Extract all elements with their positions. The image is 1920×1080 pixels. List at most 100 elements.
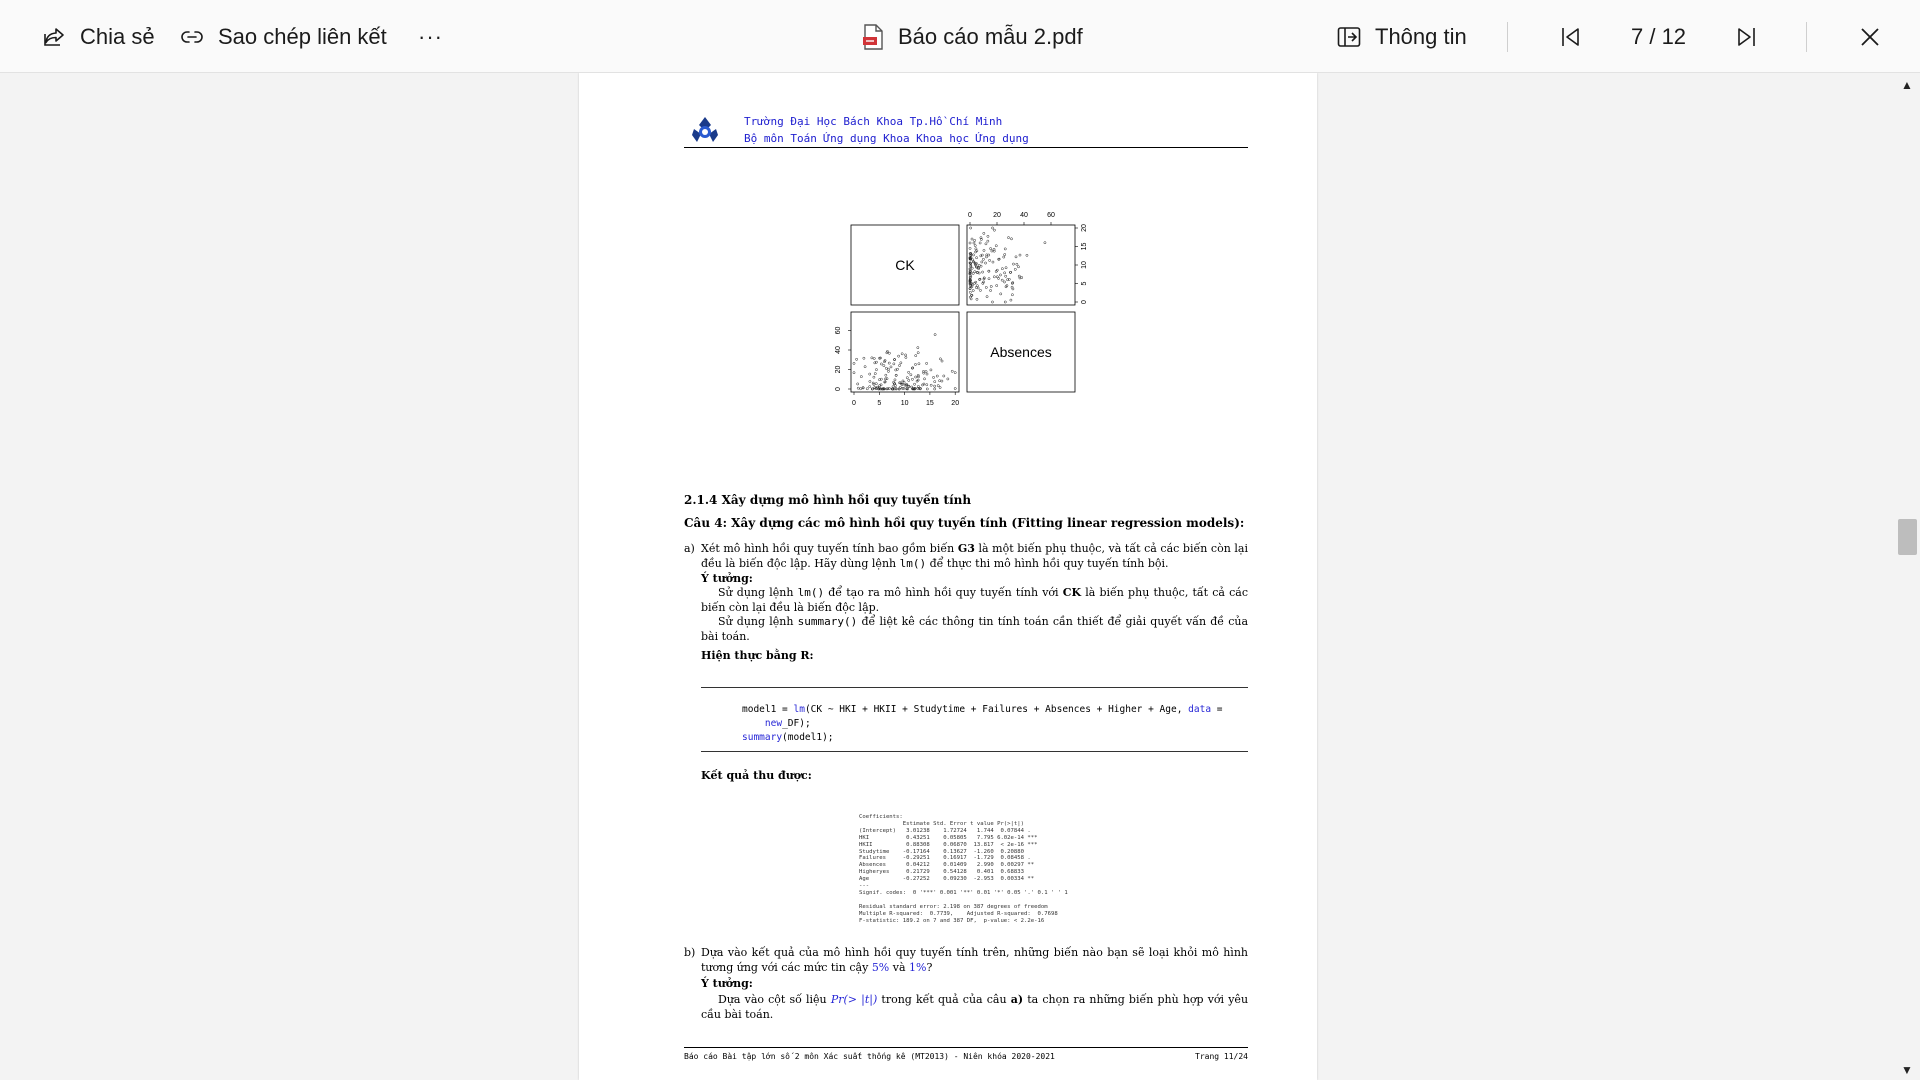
- info-label: Thông tin: [1375, 23, 1467, 49]
- scatter-point: [982, 280, 985, 284]
- file-title: Báo cáo mẫu 2.pdf: [862, 0, 1083, 73]
- scatter-point: [859, 387, 862, 391]
- scatter-point: [1007, 236, 1010, 239]
- axis-tick-label: 40: [835, 346, 842, 354]
- scatter-point: [900, 352, 904, 356]
- scatter-point: [968, 267, 972, 271]
- document-viewer[interactable]: Trường Đại Học Bách Khoa Tp.Hồ Chí Minh …: [0, 73, 1920, 1080]
- axis-tick-label: 0: [968, 212, 972, 219]
- scatter-point: [894, 373, 898, 377]
- scatter-point: [968, 279, 972, 283]
- scatter-point: [852, 362, 856, 365]
- scroll-up-icon[interactable]: ▲: [1901, 78, 1913, 92]
- scatter-point: [903, 383, 907, 387]
- scatter-point: [984, 242, 988, 246]
- scatter-point: [968, 272, 972, 276]
- last-page-button[interactable]: [1735, 0, 1757, 73]
- page-indicator[interactable]: 7 / 12: [1631, 0, 1686, 73]
- scatter-point: [878, 356, 881, 360]
- scroll-down-icon[interactable]: ▼: [1901, 1063, 1913, 1077]
- scatter-point: [981, 281, 985, 285]
- page-header: Trường Đại Học Bách Khoa Tp.Hồ Chí Minh …: [744, 113, 1029, 147]
- scatter-point: [1009, 298, 1013, 302]
- axis-tick-label: 20: [993, 212, 1001, 219]
- scatter-point: [1003, 247, 1007, 251]
- scatter-point: [877, 387, 881, 391]
- copy-link-label: Sao chép liên kết: [218, 23, 387, 49]
- scatter-point: [938, 386, 942, 389]
- scatter-point: [901, 387, 904, 390]
- regression-output: Coefficients: Estimate Std. Error t valu…: [859, 814, 1068, 924]
- scatter-point: [1011, 281, 1014, 285]
- scatter-point: [871, 387, 874, 391]
- scatter-point: [997, 257, 1001, 261]
- scatter-point: [938, 379, 941, 383]
- scatter-point: [894, 387, 898, 390]
- scatter-point: [971, 272, 975, 275]
- close-button[interactable]: [1860, 0, 1880, 73]
- scatter-point: [933, 387, 937, 391]
- footer-left: Báo cáo Bài tập lớn số 2 môn Xác suất th…: [684, 1052, 1055, 1061]
- info-button[interactable]: Thông tin: [1337, 0, 1467, 73]
- idea-paragraph-2: Sử dụng lệnh summary() để liệt kê các th…: [701, 615, 1249, 643]
- axis-tick-label: 0: [852, 400, 856, 407]
- axis-tick-label: 5: [877, 400, 881, 407]
- scatter-point: [980, 253, 984, 257]
- scatter-point: [968, 290, 972, 294]
- scatter-point: [868, 372, 872, 376]
- scatter-point: [878, 378, 881, 382]
- scatter-point: [898, 381, 901, 385]
- scrollbar-thumb[interactable]: [1898, 519, 1917, 555]
- scatter-point: [921, 383, 924, 387]
- axis-tick-label: 20: [1081, 224, 1088, 232]
- vertical-scrollbar[interactable]: [1895, 73, 1920, 1080]
- header-rule: [684, 147, 1248, 148]
- scatter-point: [995, 284, 999, 287]
- scatter-point: [925, 387, 929, 391]
- item-b-text: Dựa vào kết quả của mô hình hồi quy tuyế…: [701, 946, 1248, 974]
- link-icon: [180, 25, 204, 49]
- scatter-point: [1015, 262, 1019, 266]
- page-number: 7 / 12: [1631, 23, 1687, 49]
- scatter-point: [984, 261, 987, 265]
- scatter-point: [916, 346, 920, 350]
- copy-link-button[interactable]: Sao chép liên kết: [180, 0, 387, 73]
- scatter-point: [933, 384, 937, 388]
- scatter-point: [985, 255, 988, 259]
- scatter-point: [911, 387, 914, 391]
- scatter-point: [885, 387, 889, 391]
- scatter-point: [973, 244, 977, 247]
- scatter-point: [922, 371, 926, 375]
- plot-panel: [850, 311, 960, 393]
- header-university: Trường Đại Học Bách Khoa Tp.Hồ Chí Minh: [744, 115, 1003, 128]
- scatter-point: [994, 270, 998, 273]
- scatter-point: [925, 362, 928, 365]
- idea-b-label: Ý tưởng:: [701, 977, 753, 990]
- share-button[interactable]: Chia sẻ: [42, 0, 155, 73]
- file-name: Báo cáo mẫu 2.pdf: [898, 23, 1083, 49]
- scatter-point: [982, 276, 986, 280]
- scatter-point: [902, 387, 906, 390]
- pdf-file-icon: [862, 23, 884, 50]
- scatter-point: [975, 284, 979, 288]
- scatter-point: [889, 365, 893, 369]
- implementation-label: Hiện thực bằng R:: [701, 649, 814, 662]
- scatter-point: [882, 364, 886, 367]
- scatter-point: [873, 361, 877, 365]
- scatter-point: [987, 269, 991, 273]
- scatter-point: [973, 239, 976, 242]
- idea-label: Ý tưởng:: [701, 572, 753, 585]
- axis-tick-label: 5: [1081, 281, 1088, 285]
- first-page-button[interactable]: [1560, 0, 1582, 73]
- scatter-point: [916, 374, 920, 377]
- idea-paragraph-1: Sử dụng lệnh lm() để tạo ra mô hình hồi …: [701, 586, 1249, 614]
- scatter-point: [1000, 278, 1004, 282]
- scatter-point: [980, 238, 983, 241]
- scatter-point: [971, 289, 975, 292]
- more-options-button[interactable]: ···: [418, 0, 443, 73]
- scatter-point: [859, 375, 863, 378]
- scatter-point: [953, 371, 957, 374]
- scatter-point: [997, 277, 1000, 280]
- share-label: Chia sẻ: [80, 23, 155, 49]
- scatter-point: [872, 357, 876, 360]
